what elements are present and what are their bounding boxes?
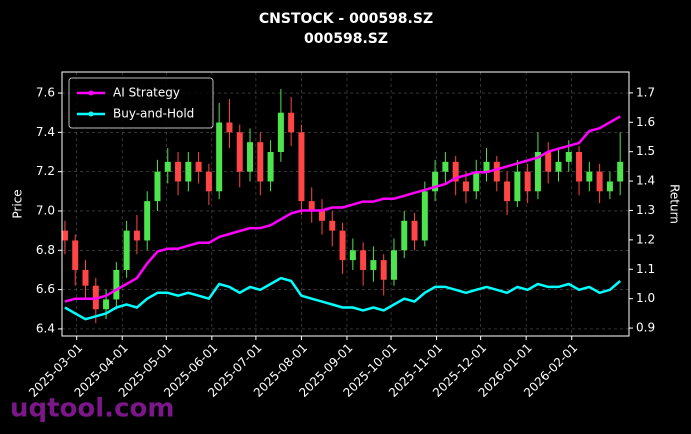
candle-body: [247, 142, 254, 172]
plot-frame: [61, 71, 630, 337]
candle-body: [524, 171, 531, 192]
candle-body: [442, 161, 449, 172]
candle-body: [390, 250, 397, 280]
candle-body: [329, 220, 336, 231]
legend-marker: [88, 90, 94, 96]
y-tick-label: 7.4: [36, 125, 55, 139]
candle-body: [380, 260, 387, 280]
y-tick-label: 7.6: [36, 86, 55, 100]
legend-label: AI Strategy: [113, 86, 180, 100]
line-series: [64, 276, 622, 321]
candle-body: [257, 142, 264, 182]
candle-body: [236, 132, 243, 172]
candle-body: [473, 171, 480, 192]
candle-body: [61, 230, 68, 241]
plot-area: [61, 72, 629, 336]
candle-body: [565, 152, 572, 162]
y2-tick-label: 1.5: [636, 144, 655, 158]
candle-body: [411, 220, 418, 241]
candle-body: [82, 269, 89, 286]
candle-body: [216, 122, 223, 192]
candle-body: [617, 161, 624, 182]
candle-body: [555, 161, 562, 172]
y-tick-label: 6.8: [36, 243, 55, 257]
candle-body: [339, 230, 346, 261]
candle-body: [185, 161, 192, 182]
candle-body: [452, 161, 459, 182]
candle-body: [195, 161, 202, 172]
candle-body: [267, 152, 274, 182]
legend-box: [68, 77, 214, 129]
chart-subtitle: 000598.SZ: [304, 31, 388, 47]
candle-body: [288, 112, 295, 133]
candle-body: [493, 161, 500, 182]
candle-body: [483, 161, 490, 172]
candle-body: [113, 269, 120, 300]
y-tick-label: 7.2: [36, 164, 55, 178]
candle-body: [123, 230, 130, 270]
candle-body: [421, 191, 428, 241]
line-series: [64, 115, 621, 303]
watermark: uqtool.com: [10, 394, 174, 424]
candle-body: [545, 152, 552, 172]
candle-body: [72, 240, 79, 270]
candle-body: [534, 152, 541, 192]
candle-body: [103, 299, 110, 310]
candle-body: [205, 171, 212, 192]
candle-body: [586, 171, 593, 182]
candle-body: [133, 230, 140, 241]
y2-tick-label: 1.1: [636, 262, 655, 276]
y-tick-label: 6.6: [36, 282, 55, 296]
candle-body: [462, 181, 469, 192]
candle-body: [432, 171, 439, 192]
candle-body: [308, 201, 315, 211]
y2-tick-label: 1.6: [636, 115, 655, 129]
y-axis-label: Price: [11, 189, 25, 218]
chart-title: CNSTOCK - 000598.SZ: [259, 11, 433, 27]
candle-body: [144, 201, 151, 241]
candle-body: [318, 210, 325, 221]
candle-body: [277, 112, 284, 153]
legend-label: Buy-and-Hold: [113, 107, 194, 121]
candle-body: [298, 132, 305, 202]
candle-body: [164, 161, 171, 172]
candle-body: [504, 181, 511, 202]
candle-body: [360, 250, 367, 270]
candle-body: [154, 171, 161, 202]
y2-tick-label: 0.9: [636, 321, 655, 335]
y2-tick-label: 1.3: [636, 203, 655, 217]
candle-body: [401, 220, 408, 251]
candle-body: [349, 250, 356, 261]
y-tick-label: 7.0: [36, 203, 55, 217]
candle-body: [514, 171, 521, 202]
y-tick-label: 6.4: [36, 321, 55, 335]
y2-tick-label: 1.0: [636, 291, 655, 305]
candle-body: [606, 181, 613, 192]
y2-tick-label: 1.7: [636, 85, 655, 99]
y2-tick-label: 1.2: [636, 232, 655, 246]
candle-body: [576, 152, 583, 182]
y2-axis-label: Return: [668, 184, 682, 224]
candle-body: [175, 161, 182, 182]
candle-body: [226, 122, 233, 133]
y2-tick-label: 1.4: [636, 174, 655, 188]
candle-body: [596, 171, 603, 192]
legend-marker: [88, 111, 94, 117]
candle-body: [370, 260, 377, 270]
